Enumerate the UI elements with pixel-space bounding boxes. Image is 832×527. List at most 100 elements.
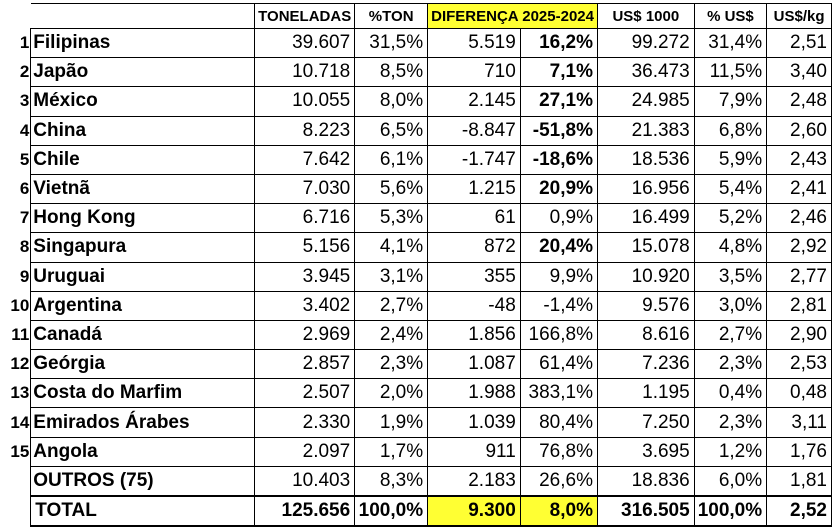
row-diferenca-pct: 61,4% [520,349,598,380]
row-diferenca: 2.183 [427,466,521,497]
row-diferenca-pct: 27,1% [520,86,598,117]
row-pct-ton: 6,5% [354,116,429,146]
row-pct-usd: 31,4% [694,28,768,59]
table-row: 8 Singapura 5.156 4,1% 872 20,4% 15.078 4,8% 2,9… [0,232,832,263]
row-usd1000: 8.616 [597,320,695,351]
table-row: 4 China 8.223 6,5% -8.847 -51,8% 21.383 6,8% 2,6… [0,116,832,146]
header-pct-ton: %TON [354,3,429,29]
row-pct-ton: 8,3% [354,466,429,497]
row-diferenca-pct: -18,6% [520,145,598,175]
row-country: Costa do Marfim [30,378,256,409]
row-usd1000: 24.985 [597,86,695,117]
total-label: TOTAL [30,494,256,527]
row-diferenca: 710 [427,57,521,88]
row-rank: 5 [19,149,30,169]
table-row: 10 Argentina 3.402 2,7% -48 -1,4% 9.576 3,0% 2,8… [0,291,832,321]
row-rank: 10 [10,295,30,315]
row-usd1000: 16.956 [597,174,695,205]
header-row: TONELADAS %TON DIFERENÇA 2025-2024 US$ 1… [0,3,832,29]
row-diferenca: 911 [427,437,521,467]
row-pct-ton: 5,3% [354,203,429,234]
row-rank: 12 [10,354,30,374]
row-usd1000: 16.499 [597,203,695,234]
row-toneladas: 2.857 [254,349,356,380]
row-pct-usd: 2,3% [694,349,768,380]
table-row: OUTROS (75) 10.403 8,3% 2.183 26,6% 18.836 6,0… [0,466,832,497]
table-row: 6 Vietnã 7.030 5,6% 1.215 20,9% 16.956 5,4% 2,41 [0,174,832,205]
row-diferenca: 355 [427,262,521,292]
row-usd1000: 36.473 [597,57,695,88]
row-rank: 6 [19,179,30,199]
row-rank: 11 [11,324,30,344]
row-country: México [30,86,256,117]
table-row: 14 Emirados Árabes 2.330 1,9% 1.039 80,4% 7.25… [0,407,832,438]
row-diferenca-pct: 9,9% [520,262,598,292]
table-row: 5 Chile 7.642 6,1% -1.747 -18,6% 18.536 5,9% 2,4… [0,145,832,175]
row-pct-ton: 2,7% [354,291,429,321]
row-usd-kg: 2,51 [766,28,832,59]
row-toneladas: 6.716 [254,203,356,234]
row-pct-ton: 4,1% [354,232,429,263]
row-toneladas: 10.718 [254,57,356,88]
header-pct-usd: % US$ [694,3,768,29]
export-ranking-table: TONELADAS %TON DIFERENÇA 2025-2024 US$ 1… [0,3,832,527]
row-rank: 7 [19,208,30,228]
row-toneladas: 7.642 [254,145,356,175]
row-usd1000: 9.576 [597,291,695,321]
row-diferenca-pct: 76,8% [520,437,598,467]
row-usd-kg: 3,11 [766,407,832,438]
row-usd-kg: 2,53 [766,349,832,380]
header-diferenca: DIFERENÇA 2025-2024 [427,3,598,29]
row-pct-usd: 5,4% [694,174,768,205]
table-row: 9 Uruguai 3.945 3,1% 355 9,9% 10.920 3,5% 2,77 [0,262,832,292]
total-diferenca-pct: 8,0% [520,494,598,527]
row-country: Hong Kong [30,203,256,234]
row-country: Vietnã [30,174,256,205]
row-diferenca: 2.145 [427,86,521,117]
row-rank: 4 [19,120,30,140]
row-pct-usd: 6,8% [694,116,768,146]
row-toneladas: 10.403 [254,466,356,497]
row-country: Argentina [30,291,256,321]
row-toneladas: 7.030 [254,174,356,205]
total-rank-blank [0,496,31,526]
row-country: Japão [30,57,256,88]
row-rank: 2 [19,62,30,82]
row-usd1000: 3.695 [597,437,695,467]
total-diferenca: 9.300 [427,494,521,527]
row-usd-kg: 2,92 [766,232,832,263]
row-diferenca-pct: 20,4% [520,232,598,263]
row-diferenca: 1.988 [427,378,521,409]
row-usd-kg: 2,90 [766,320,832,351]
row-diferenca-pct: -1,4% [520,291,598,321]
row-usd1000: 99.272 [597,28,695,59]
row-usd-kg: 1,81 [766,466,832,497]
row-toneladas: 2.507 [254,378,356,409]
row-pct-ton: 2,4% [354,320,429,351]
table-row: 11 Canadá 2.969 2,4% 1.856 166,8% 8.616 2,7% 2,9… [0,320,832,351]
row-diferenca: 872 [427,232,521,263]
row-pct-ton: 2,3% [354,349,429,380]
row-pct-ton: 2,0% [354,378,429,409]
row-toneladas: 10.055 [254,86,356,117]
row-country: Chile [30,145,256,175]
total-pct-ton: 100,0% [354,494,429,527]
row-usd-kg: 2,60 [766,116,832,146]
row-diferenca: 1.039 [427,407,521,438]
row-pct-ton: 3,1% [354,262,429,292]
row-usd-kg: 2,43 [766,145,832,175]
row-pct-ton: 6,1% [354,145,429,175]
row-usd-kg: 2,41 [766,174,832,205]
row-diferenca-pct: 26,6% [520,466,598,497]
row-diferenca: 61 [427,203,521,234]
row-pct-ton: 5,6% [354,174,429,205]
row-diferenca: 1.087 [427,349,521,380]
row-diferenca-pct: 166,8% [520,320,598,351]
row-pct-usd: 5,2% [694,203,768,234]
row-diferenca-pct: -51,8% [520,116,598,146]
row-pct-usd: 11,5% [694,57,768,88]
header-rank-blank [0,4,31,29]
row-usd-kg: 2,77 [766,262,832,292]
row-usd-kg: 2,81 [766,291,832,321]
row-diferenca-pct: 383,1% [520,378,598,409]
